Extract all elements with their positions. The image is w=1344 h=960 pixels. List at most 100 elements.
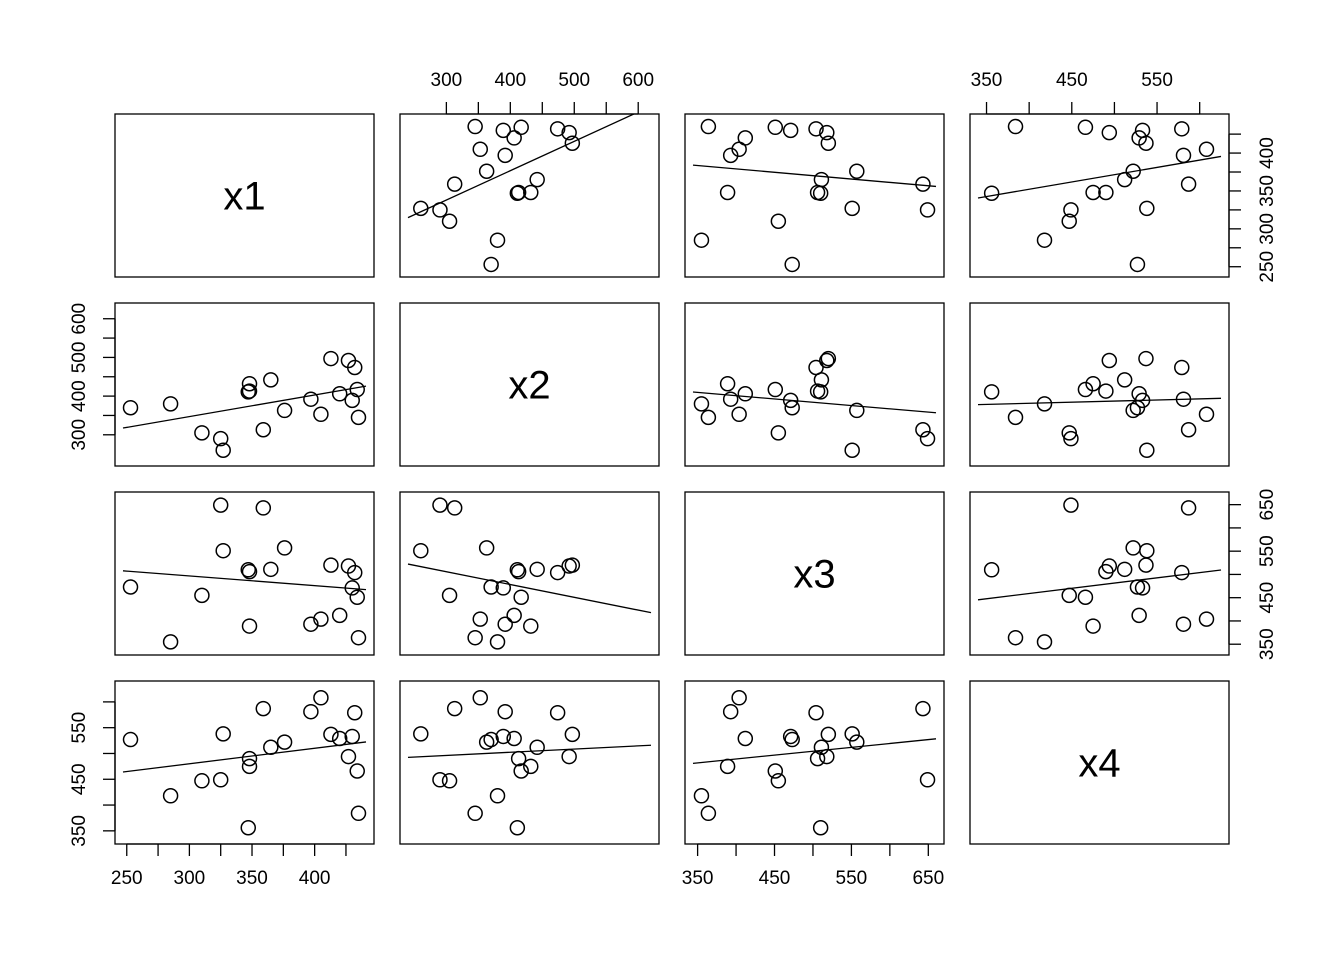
- panel-x1-vs-x2: [399, 113, 660, 278]
- tick-label: 400: [69, 380, 90, 412]
- diagonal-panel-frame: [114, 113, 375, 278]
- data-point: [731, 690, 747, 706]
- data-point: [770, 213, 787, 230]
- data-point: [350, 629, 367, 646]
- data-point: [808, 121, 824, 137]
- data-point: [331, 730, 348, 747]
- data-point: [915, 176, 931, 192]
- data-point: [564, 135, 581, 151]
- data-point: [819, 352, 835, 369]
- variable-label-x1: x1: [223, 175, 265, 219]
- matrix-axes: 250 300 350 400 350 450 550 650 300 400 500 600 350 4…: [69, 70, 1278, 889]
- data-point: [346, 704, 363, 721]
- regression-line: [407, 114, 636, 219]
- data-point: [194, 587, 210, 604]
- data-point: [523, 618, 539, 634]
- data-point: [561, 124, 577, 141]
- data-point: [700, 409, 717, 426]
- data-point: [564, 726, 581, 743]
- data-point: [812, 819, 829, 836]
- data-point: [819, 124, 835, 141]
- data-point: [693, 396, 710, 412]
- data-point: [1085, 618, 1101, 634]
- y-axis-x3-right: 350 450 550 650: [1228, 489, 1278, 660]
- data-point: [1125, 163, 1141, 180]
- panel-x3-vs-x3: x3: [684, 491, 945, 656]
- data-point: [1063, 202, 1079, 218]
- tick-label: 450: [69, 763, 90, 795]
- panel-x1-vs-x4: [969, 113, 1230, 278]
- data-point: [162, 634, 179, 650]
- data-point: [313, 690, 329, 706]
- panel-x4-vs-x3: [684, 680, 945, 845]
- data-point: [849, 402, 865, 419]
- data-point: [467, 629, 483, 646]
- tick-label: 300: [69, 419, 90, 451]
- panel-x4-vs-x1: [114, 680, 375, 845]
- panel-x4-vs-x2: [399, 680, 660, 845]
- tick-label: 550: [69, 712, 90, 744]
- data-point: [1101, 124, 1118, 141]
- y-axis-x1-right: 250 300 350 400: [1228, 133, 1278, 283]
- data-point: [240, 562, 257, 578]
- data-point: [467, 805, 483, 822]
- x-axis-x3-bottom: 350 450 550 650: [682, 843, 944, 889]
- data-point: [1116, 372, 1133, 388]
- data-point: [241, 750, 258, 767]
- data-point: [784, 399, 800, 416]
- data-point: [509, 819, 526, 836]
- y-axis-x4-left: 350 450 550: [69, 701, 116, 847]
- data-point: [1134, 392, 1151, 409]
- data-point: [1180, 422, 1197, 438]
- data-point: [1198, 611, 1215, 627]
- data-point: [719, 758, 736, 775]
- data-point: [1131, 130, 1147, 146]
- data-point: [529, 739, 545, 756]
- data-point: [510, 750, 527, 767]
- data-point: [241, 618, 258, 634]
- tick-label: 500: [69, 342, 90, 374]
- data-point: [1134, 580, 1151, 596]
- data-point: [478, 540, 495, 556]
- data-point: [549, 121, 566, 137]
- tick-label: 450: [759, 868, 791, 889]
- data-point: [215, 726, 231, 742]
- data-point: [340, 748, 357, 765]
- data-point: [162, 396, 179, 412]
- data-point: [212, 497, 229, 513]
- data-point: [1138, 557, 1154, 573]
- panel-frame: [684, 302, 945, 467]
- data-point: [1174, 121, 1190, 137]
- data-point: [349, 589, 365, 605]
- data-point: [489, 634, 506, 650]
- data-point: [1139, 442, 1155, 459]
- data-point: [255, 700, 272, 717]
- tick-label: 400: [494, 70, 526, 91]
- regression-line: [977, 569, 1222, 601]
- data-point: [737, 730, 754, 747]
- data-point: [350, 805, 367, 822]
- panel-x3-vs-x1: [114, 491, 375, 656]
- data-point: [767, 119, 784, 136]
- panel-grid: x1 x2 x3 x4: [114, 113, 1230, 845]
- data-point: [303, 391, 319, 407]
- data-point: [344, 392, 360, 409]
- data-point: [770, 425, 787, 441]
- data-point: [323, 726, 339, 743]
- data-point: [1180, 500, 1197, 516]
- data-point: [255, 500, 272, 516]
- data-point: [767, 381, 784, 398]
- data-point: [1116, 171, 1133, 188]
- data-point: [1063, 430, 1079, 447]
- data-point: [313, 406, 329, 423]
- panel-frame: [399, 491, 660, 656]
- data-point: [489, 232, 506, 248]
- data-point: [1134, 122, 1151, 139]
- regression-line: [122, 385, 367, 429]
- data-point: [1036, 396, 1053, 412]
- data-point: [731, 406, 747, 423]
- data-point: [1129, 579, 1146, 595]
- regression-line: [407, 744, 652, 758]
- variable-label-x2: x2: [508, 364, 550, 408]
- data-point: [820, 726, 837, 743]
